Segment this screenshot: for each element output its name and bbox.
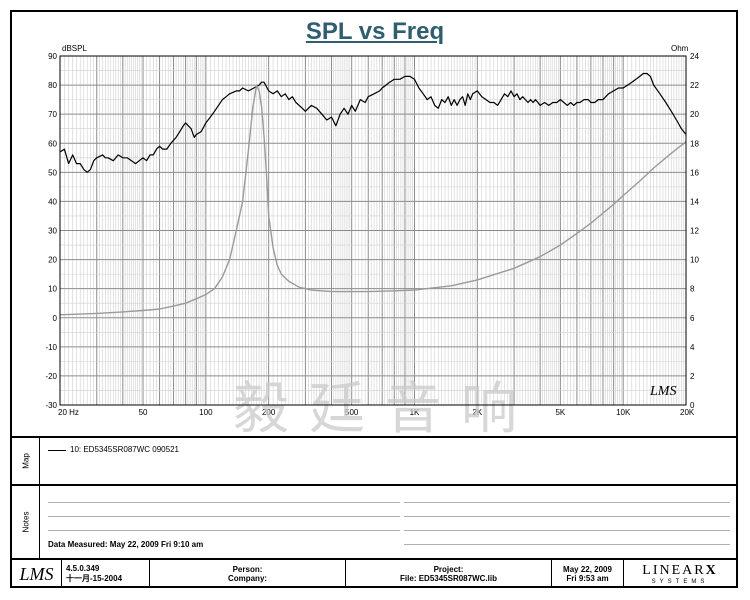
x-tick-label: 200 — [262, 408, 276, 417]
y-right-tick-label: 20 — [690, 110, 699, 119]
spl-series-line — [59, 72, 687, 173]
note-line — [48, 530, 400, 531]
y-right-tick-label: 22 — [690, 81, 699, 90]
y-left-tick-label: 80 — [48, 81, 57, 90]
build-date-text: 十一月-15-2004 — [66, 574, 123, 583]
footer-date-cell: May 22, 2009 Fri 9:53 am — [552, 560, 624, 588]
project-label: Project: — [433, 565, 464, 574]
brand-subtitle: SYSTEMS — [651, 579, 709, 585]
y-right-tick-label: 16 — [690, 168, 699, 177]
date-text: May 22, 2009 — [563, 565, 612, 574]
impedance-series-line — [59, 84, 687, 316]
x-tick-label: 20 Hz — [58, 408, 79, 417]
note-line — [404, 516, 730, 517]
file-label: File: ED5345SR087WC.lib — [400, 574, 497, 583]
y-left-tick-label: 90 — [48, 52, 57, 61]
footer-brand-cell: LINEARX SYSTEMS — [624, 560, 736, 588]
watermark-text: 毅廷音响 — [233, 379, 537, 440]
chart-series — [59, 72, 687, 316]
y-left-tick-label: -10 — [45, 343, 57, 352]
map-panel: Map 10: ED5345SR087WC 090521 — [12, 436, 736, 484]
legend-line-swatch — [48, 450, 66, 451]
y-left-tick-label: 20 — [48, 256, 57, 265]
y-left-tick-label: 50 — [48, 168, 57, 177]
brand-logo: LINEARX — [642, 563, 718, 578]
footer-project-cell: Project: File: ED5345SR087WC.lib — [346, 560, 552, 588]
note-line — [404, 530, 730, 531]
chart-grid — [59, 55, 687, 406]
data-measured-text: Data Measured: May 22, 2009 Fri 9:10 am — [48, 540, 204, 549]
y-left-tick-label: 0 — [53, 314, 58, 323]
x-tick-label: 100 — [199, 408, 213, 417]
company-label: Company: — [227, 574, 268, 583]
x-tick-label: 1K — [410, 408, 420, 417]
note-line — [404, 502, 730, 503]
person-label: Person: — [232, 565, 263, 574]
plot-border — [59, 55, 687, 406]
time-text: Fri 9:53 am — [566, 574, 609, 583]
version-text: 4.5.0.349 — [66, 564, 100, 573]
note-line — [404, 544, 730, 545]
y-left-tick-label: 30 — [48, 227, 57, 236]
y-left-tick-label: -20 — [45, 372, 57, 381]
x-axis-labels: 20 Hz 50 100 200 500 1K 2K 5K 10K 20K — [58, 408, 695, 417]
notes-panel-label: Notes — [12, 486, 40, 558]
footer-version-cell: 4.5.0.349 十一月-15-2004 — [62, 560, 150, 588]
y-left-tick-label: 40 — [48, 197, 57, 206]
note-line — [48, 516, 400, 517]
y-axis-labels: 9080706050403020100-10-20-30242220181614… — [45, 52, 699, 410]
x-tick-label: 5K — [555, 408, 565, 417]
y-right-tick-label: 14 — [690, 197, 699, 206]
y-axis-left-title: dBSPL — [62, 44, 87, 53]
y-left-tick-label: 70 — [48, 110, 57, 119]
footer: LMS 4.5.0.349 十一月-15-2004 Person: Compan… — [12, 558, 736, 588]
y-right-tick-label: 18 — [690, 139, 699, 148]
y-right-tick-label: 4 — [690, 343, 695, 352]
report-frame — [10, 10, 738, 588]
x-tick-label: 50 — [139, 408, 148, 417]
y-right-tick-label: 8 — [690, 285, 695, 294]
y-left-tick-label: 10 — [48, 285, 57, 294]
x-tick-label: 500 — [345, 408, 359, 417]
y-left-tick-label: -30 — [45, 401, 57, 410]
x-tick-label: 2K — [472, 408, 482, 417]
y-right-tick-label: 6 — [690, 314, 695, 323]
footer-logo-cell: LMS — [12, 560, 62, 588]
legend-entry: 10: ED5345SR087WC 090521 — [70, 445, 179, 454]
y-axis-right-title: Ohm — [671, 44, 689, 53]
notes-panel: Notes Data Measured: May 22, 2009 Fri 9:… — [12, 484, 736, 558]
y-right-tick-label: 24 — [690, 52, 699, 61]
x-tick-label: 10K — [616, 408, 631, 417]
y-left-tick-label: 60 — [48, 139, 57, 148]
lms-logo: LMS — [19, 563, 54, 584]
map-panel-label: Map — [12, 438, 40, 484]
page-title: SPL vs Freq — [305, 18, 445, 45]
spl-chart: 20 Hz 50 100 200 500 1K 2K 5K 10K 20K 90807060504… — [45, 44, 699, 440]
y-right-tick-label: 12 — [690, 227, 699, 236]
y-right-tick-label: 10 — [690, 256, 699, 265]
note-line — [48, 502, 400, 503]
y-right-tick-label: 2 — [690, 372, 695, 381]
y-right-tick-label: 0 — [690, 401, 695, 410]
x-tick-label: 20K — [680, 408, 695, 417]
plot-lms-logo: LMS — [649, 384, 676, 399]
footer-person-cell: Person: Company: — [150, 560, 346, 588]
